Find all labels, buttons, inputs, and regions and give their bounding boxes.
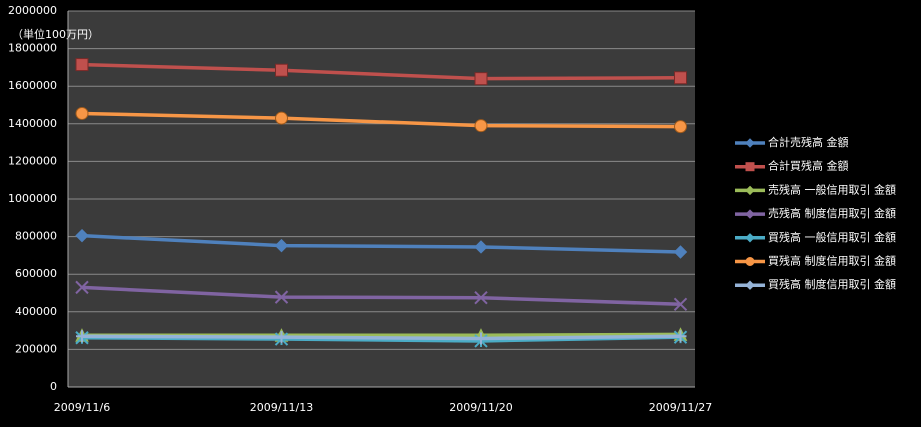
y-tick-label: 1400000 (8, 117, 57, 130)
marker (75, 58, 89, 72)
marker (75, 106, 89, 120)
y-tick-label: 1600000 (8, 79, 57, 92)
legend-marker (745, 280, 755, 290)
legend-marker (745, 257, 755, 266)
marker (674, 330, 687, 343)
y-tick-label: 1000000 (8, 192, 57, 205)
marker (76, 330, 88, 343)
y-tick-label: 1800000 (8, 42, 57, 55)
x-tick-label: 2009/11/27 (649, 401, 712, 414)
series-line (81, 233, 681, 254)
marker (674, 120, 687, 134)
legend-label: 合計売残高 金額 (768, 135, 849, 149)
y-tick-label: 600000 (15, 267, 57, 280)
marker (275, 331, 288, 344)
series-line (81, 62, 681, 81)
marker (673, 245, 688, 259)
marker (474, 290, 488, 305)
marker (474, 240, 488, 254)
legend-marker (745, 185, 755, 196)
marker (75, 228, 89, 243)
annotation: （単位100万円） (12, 27, 99, 41)
series-line (81, 285, 681, 307)
legend-label: 合計買残高 金額 (768, 159, 849, 173)
y-tick-label: 200000 (15, 342, 57, 355)
marker (674, 71, 687, 85)
legend-label: 買残高 制度信用取引 金額 (768, 254, 896, 268)
marker (275, 63, 288, 77)
legend-marker (745, 233, 755, 243)
marker (474, 72, 488, 86)
marker (673, 297, 688, 311)
x-tick-label: 2009/11/13 (250, 401, 313, 414)
legend-marker (745, 138, 755, 148)
x-tick-label: 2009/11/6 (54, 401, 110, 414)
legend-label: 買残高 制度信用取引 金額 (768, 277, 896, 291)
legend-marker (745, 209, 755, 219)
marker (274, 290, 289, 304)
marker (475, 332, 487, 345)
series-line (81, 334, 681, 341)
x-tick-label: 2009/11/20 (449, 401, 512, 414)
y-tick-label: 0 (50, 380, 57, 393)
marker (474, 119, 488, 133)
marker (75, 280, 89, 295)
legend-label: 買残高 一般信用取引 金額 (768, 230, 896, 244)
series-line (81, 111, 681, 129)
y-tick-label: 1200000 (8, 154, 57, 167)
legend-label: 売残高 制度信用取引 金額 (768, 206, 896, 220)
marker (275, 111, 288, 125)
y-tick-label: 800000 (15, 230, 57, 243)
legend-marker (745, 162, 755, 172)
legend-label: 売残高 一般信用取引 金額 (768, 182, 896, 196)
y-tick-label: 2000000 (8, 4, 57, 17)
y-tick-label: 400000 (15, 305, 57, 318)
marker (274, 238, 289, 253)
